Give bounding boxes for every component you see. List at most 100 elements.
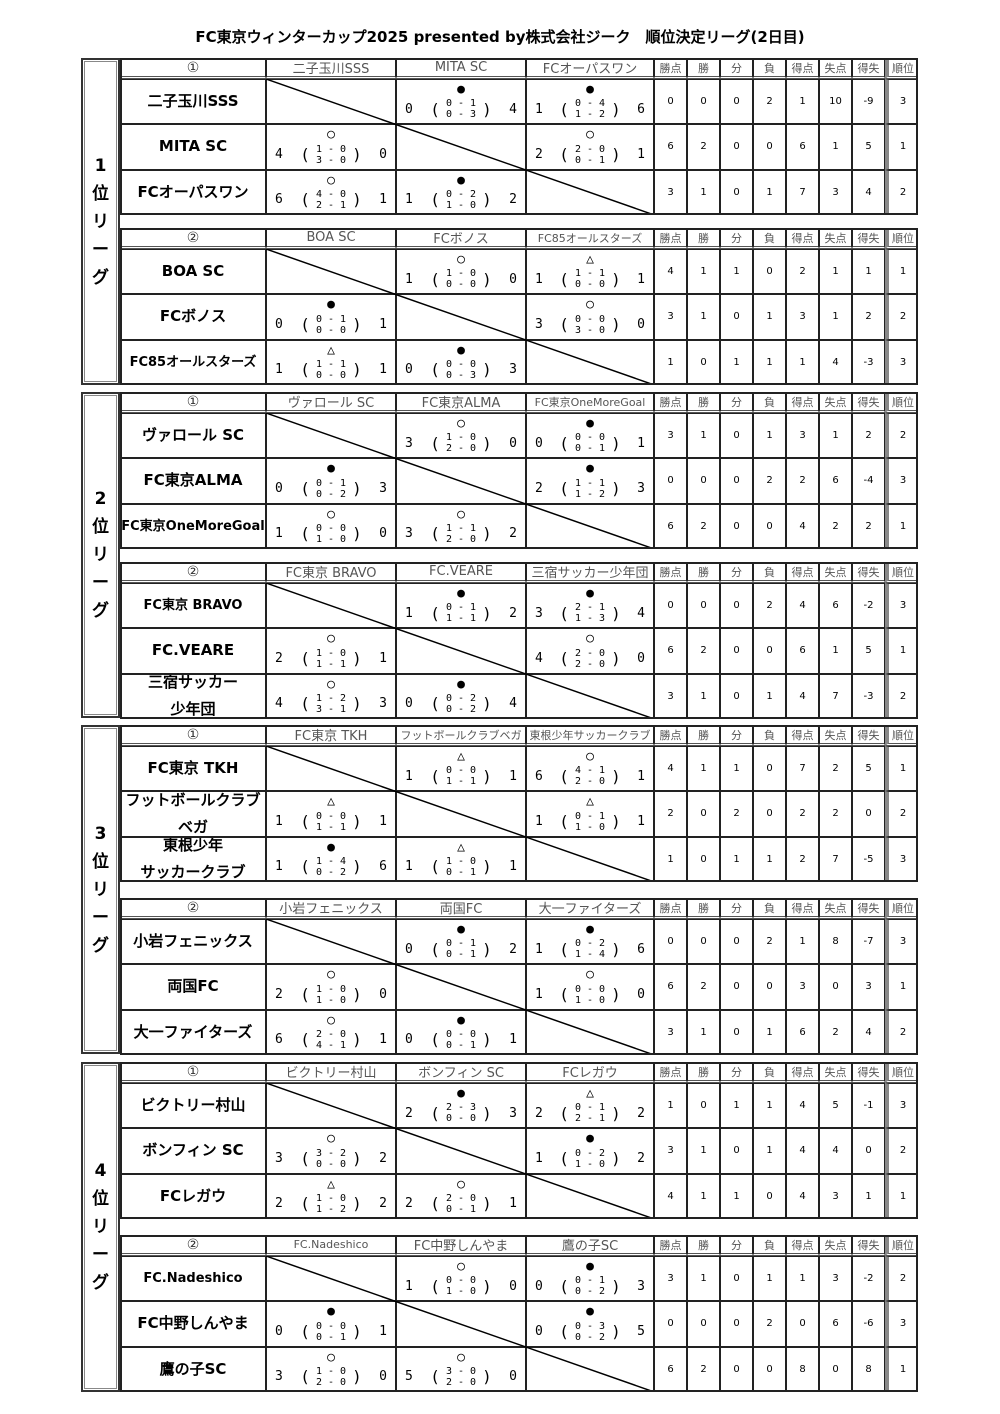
paren-close: ) <box>352 1194 362 1214</box>
win-mark: ○ <box>457 1349 465 1365</box>
stat-wins: 1 <box>687 1256 720 1302</box>
stat-header: 勝 <box>687 725 720 746</box>
stat-goals-for: 3 <box>786 413 819 459</box>
goals-against: 3 <box>509 362 517 378</box>
first-half-against: 0 <box>470 1275 477 1287</box>
stat-points: 0 <box>654 919 687 965</box>
dash: - <box>580 613 600 625</box>
column-header-team: 東根少年サッカークラブ <box>526 725 654 746</box>
dash: - <box>451 1039 471 1051</box>
loss-mark: ● <box>327 297 335 313</box>
stat-header: 順位 <box>885 725 918 746</box>
match-empty <box>396 1128 526 1174</box>
paren-open: ( <box>559 1149 569 1169</box>
dash: - <box>321 154 341 166</box>
paren-open: ( <box>430 1030 440 1050</box>
loss-mark: ● <box>586 1259 594 1274</box>
goals-against: 6 <box>637 941 645 957</box>
stat-header: 順位 <box>885 1235 918 1256</box>
stat-goal-diff: 1 <box>852 249 885 295</box>
loss-mark: ● <box>586 922 594 937</box>
stat-header: 失点 <box>819 562 852 583</box>
stat-goals-against: 1 <box>819 628 852 674</box>
goals-against: 1 <box>509 1032 517 1048</box>
league-label-char: グ <box>92 601 109 621</box>
stat-draws: 0 <box>720 964 753 1010</box>
column-header-team: FC東京OneMoreGoal <box>526 392 654 413</box>
stat-rank: 1 <box>885 628 918 674</box>
team-name-line: ベガ <box>177 817 208 836</box>
stat-goals-for: 3 <box>786 294 819 340</box>
first-half-against: 3 <box>470 1102 477 1114</box>
goals-against: 0 <box>509 435 517 451</box>
dash: - <box>580 949 600 961</box>
stat-goal-diff: 0 <box>852 791 885 837</box>
paren-open: ( <box>430 524 440 544</box>
dash: - <box>580 1147 600 1159</box>
goals-against: 1 <box>637 435 645 451</box>
stat-losses: 2 <box>753 919 786 965</box>
stat-goals-against: 0 <box>819 1346 852 1392</box>
dash: - <box>580 443 600 455</box>
first-half: 0 - 0 <box>446 359 476 370</box>
dash: - <box>451 692 471 704</box>
second-half-against: 1 <box>599 1113 606 1125</box>
stat-losses: 1 <box>753 413 786 459</box>
dash: - <box>451 866 471 878</box>
dash: - <box>321 143 341 155</box>
goals-for: 6 <box>535 768 543 784</box>
goals-for: 0 <box>275 481 283 497</box>
dash: - <box>321 533 341 545</box>
stat-points: 3 <box>654 673 687 719</box>
first-half: 0 - 1 <box>575 1102 605 1113</box>
stat-goal-diff: 0 <box>852 1128 885 1174</box>
dash: - <box>321 1039 341 1051</box>
paren-open: ( <box>559 1322 569 1342</box>
second-half-against: 1 <box>340 703 347 715</box>
goals-for: 1 <box>275 362 283 378</box>
paren-close: ) <box>352 812 362 832</box>
dash: - <box>321 1203 341 1215</box>
stat-header: 負 <box>753 898 786 919</box>
stat-header: 負 <box>753 228 786 249</box>
goals-for: 3 <box>275 1369 283 1385</box>
group-number: ① <box>120 392 266 413</box>
first-half-against: 0 <box>470 432 477 444</box>
team-name: 東根少年 サッカークラブ <box>120 836 266 882</box>
team-name: MITA SC <box>120 124 266 170</box>
paren-close: ) <box>352 190 362 210</box>
stat-header: 分 <box>720 58 753 79</box>
dash: - <box>580 983 600 995</box>
goals-for: 1 <box>535 987 543 1003</box>
stat-rank: 3 <box>885 79 918 125</box>
goals-against: 1 <box>379 317 387 333</box>
win-mark: ○ <box>457 506 465 522</box>
stat-points: 3 <box>654 169 687 215</box>
stat-header: 負 <box>753 392 786 413</box>
